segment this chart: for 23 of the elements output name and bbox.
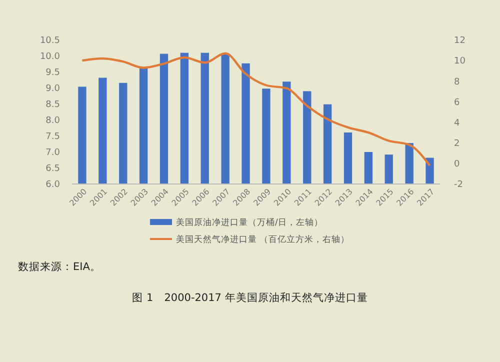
- y-tick-label: 10.5: [40, 36, 60, 46]
- y-tick-label: 9.5: [46, 68, 60, 78]
- legend-label: 美国原油净进口量（万桶/日，左轴）: [176, 216, 323, 228]
- line-series: [81, 52, 431, 167]
- y-tick-label: 9.0: [46, 84, 60, 94]
- y2-tick-label: -2: [454, 180, 463, 190]
- y2-tick-label: 10: [454, 56, 466, 67]
- y2-tick-label: 6: [454, 98, 460, 108]
- y2-tick-label: 8: [454, 77, 460, 88]
- y2-tick-label: 2: [454, 139, 460, 150]
- y2-tick-label: 0: [454, 160, 460, 170]
- y-tick-label: 10.0: [40, 52, 60, 62]
- y2-tick-label: 4: [454, 118, 460, 128]
- y-tick-label: 7.5: [46, 132, 60, 142]
- y-tick-label: 8.0: [46, 116, 60, 126]
- legend-label: 美国天然气净进口量 （百亿立方米，右轴）: [176, 234, 350, 245]
- y-tick-label: 6.0: [46, 180, 60, 190]
- caption: 图 1 2000-2017 年美国原油和天然气净进口量: [132, 291, 368, 304]
- y2-tick-label: 12: [454, 36, 466, 46]
- source-note: 数据来源：EIA。: [18, 260, 101, 273]
- y-tick-label: 7.0: [46, 148, 60, 158]
- y-tick-label: 6.5: [46, 164, 60, 174]
- y-tick-label: 8.5: [46, 100, 60, 110]
